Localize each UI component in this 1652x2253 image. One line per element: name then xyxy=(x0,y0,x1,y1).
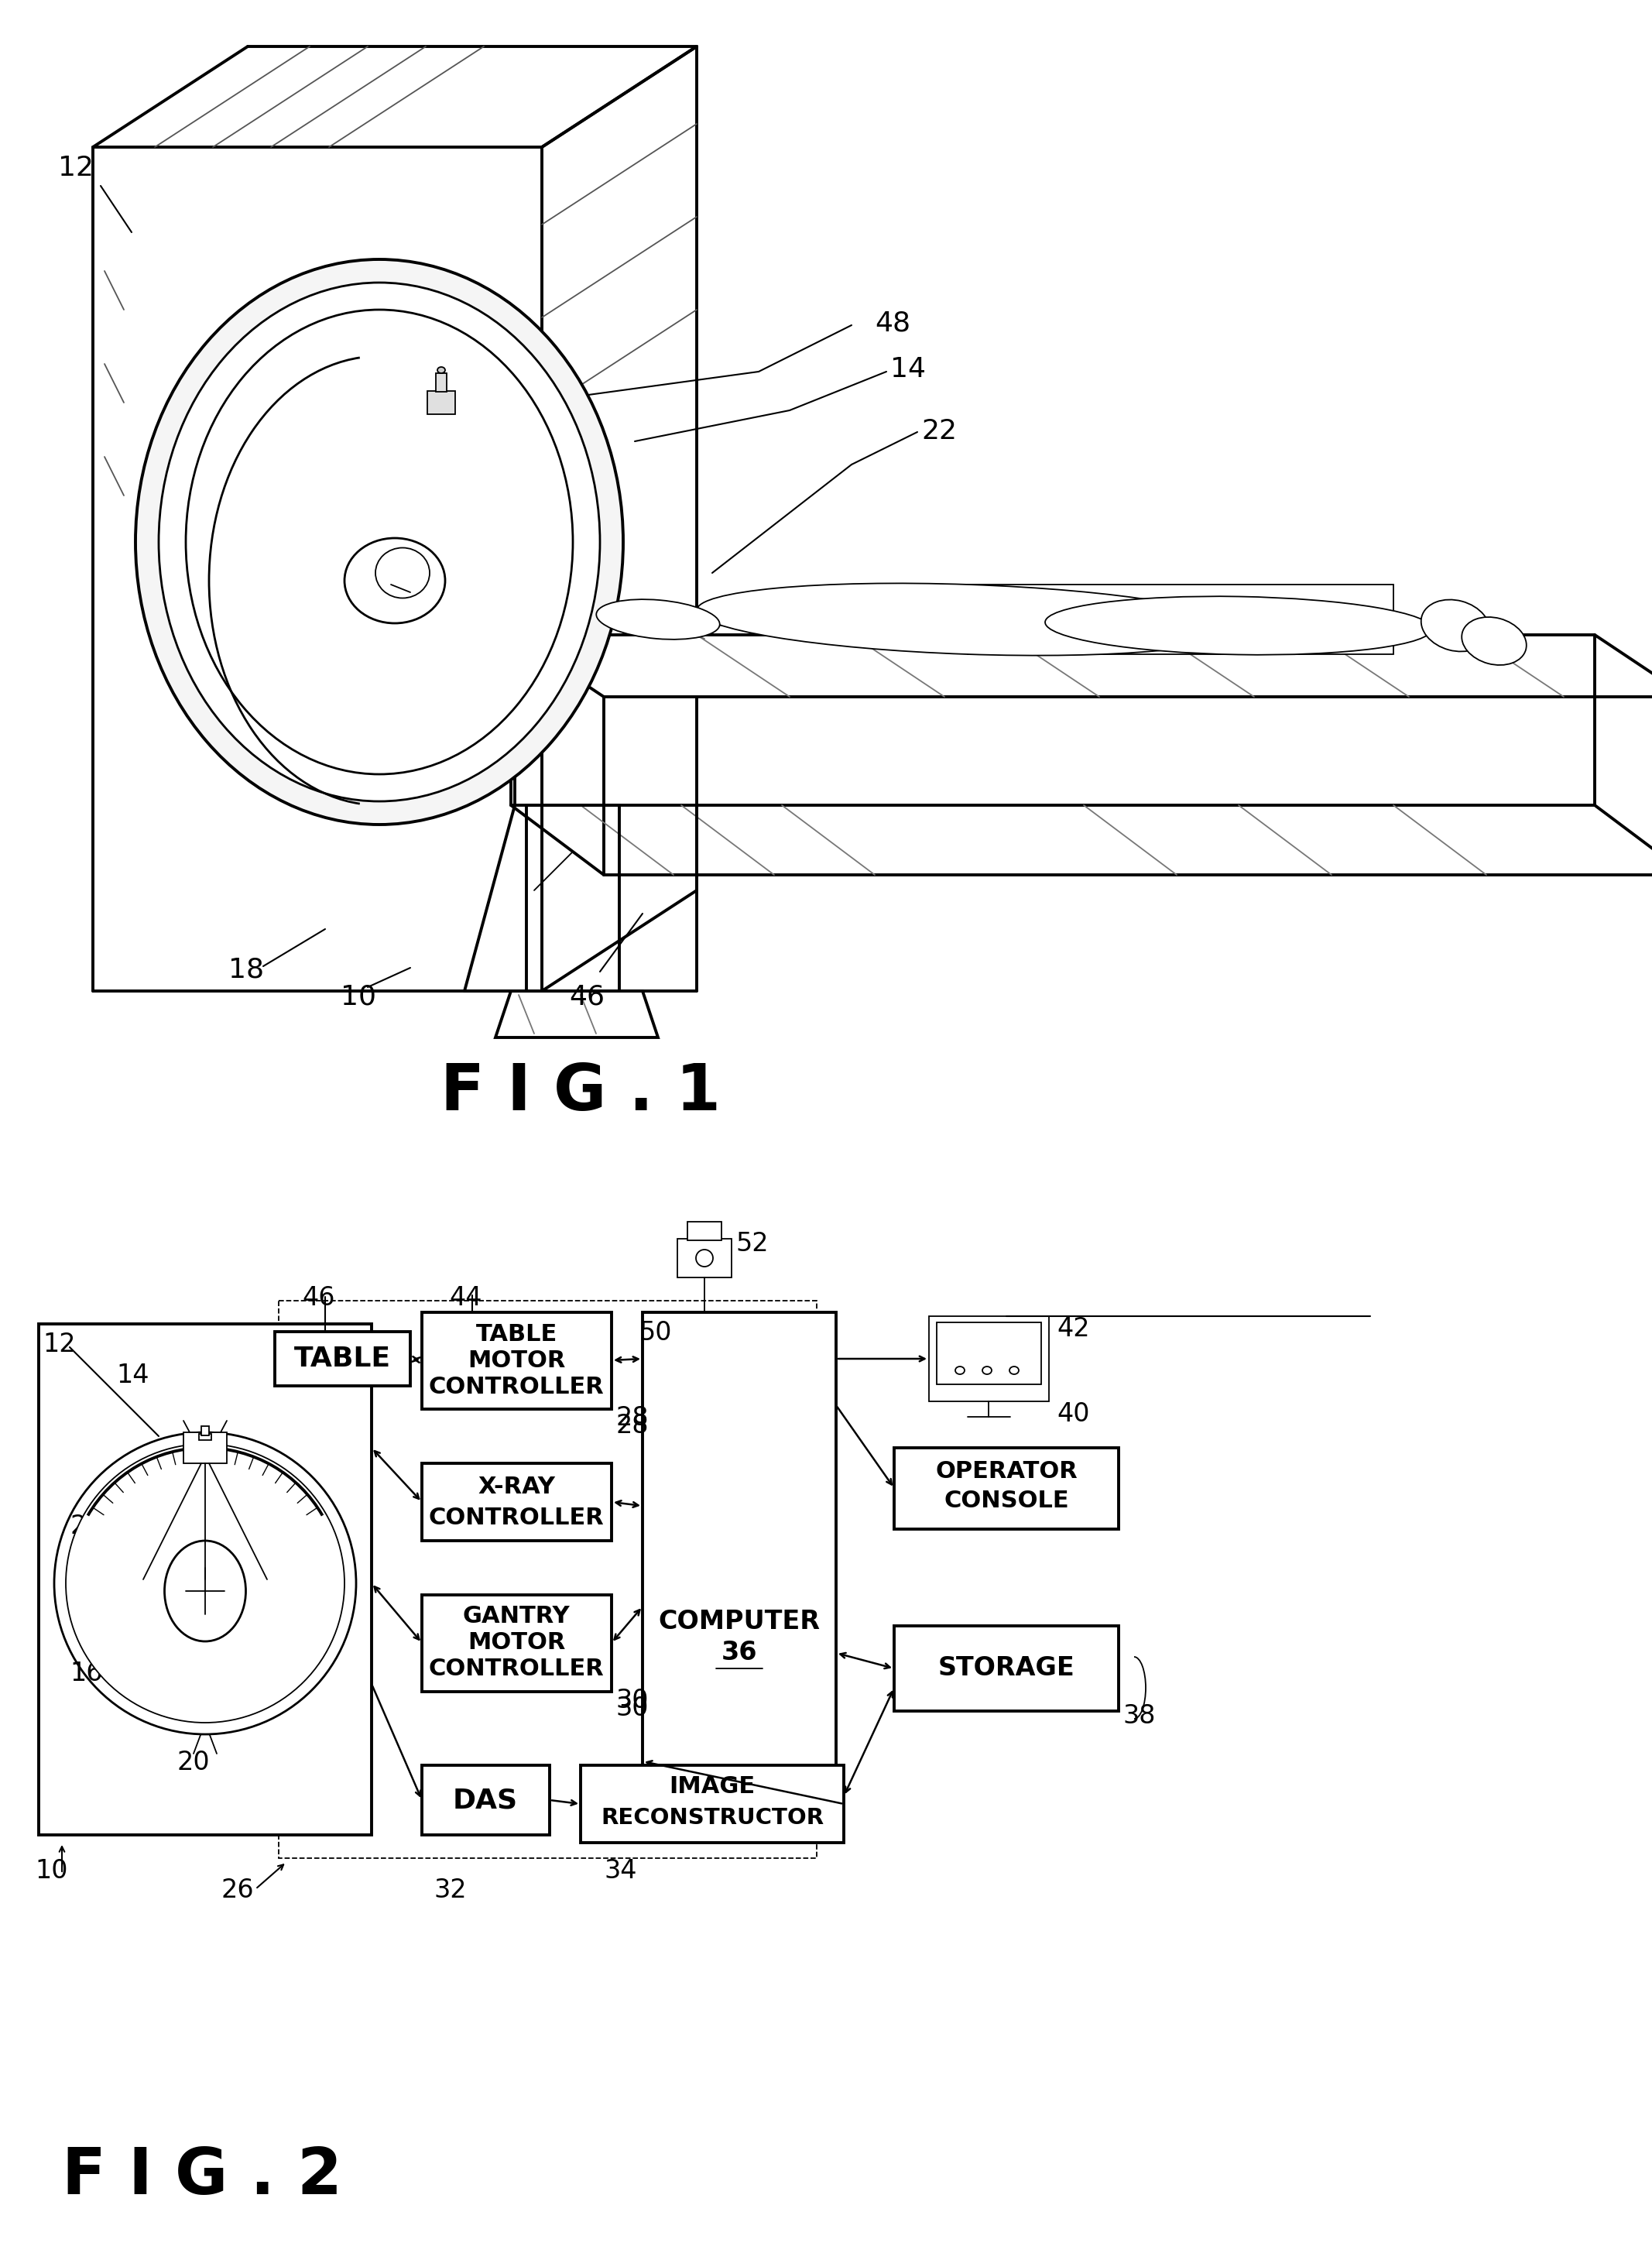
Text: 36: 36 xyxy=(722,1640,757,1665)
Ellipse shape xyxy=(55,1433,357,1735)
Text: 22: 22 xyxy=(922,419,957,444)
Polygon shape xyxy=(496,991,657,1036)
Bar xyxy=(421,1595,611,1692)
Bar xyxy=(202,1426,210,1435)
Ellipse shape xyxy=(955,1368,965,1374)
Text: OPERATOR: OPERATOR xyxy=(935,1460,1077,1482)
Bar xyxy=(198,1433,211,1440)
Text: 40: 40 xyxy=(1057,1401,1090,1426)
Text: 30: 30 xyxy=(616,1687,648,1712)
Ellipse shape xyxy=(983,1368,991,1374)
Text: 28: 28 xyxy=(616,1413,648,1437)
Text: COMPUTER: COMPUTER xyxy=(659,1609,819,1636)
Text: CONSOLE: CONSOLE xyxy=(943,1489,1069,1512)
Ellipse shape xyxy=(596,599,720,640)
Text: F I G . 1: F I G . 1 xyxy=(441,1061,720,1124)
Text: 14: 14 xyxy=(116,1363,149,1388)
Text: 52: 52 xyxy=(735,1230,768,1257)
Text: 42: 42 xyxy=(1057,1316,1090,1343)
Bar xyxy=(274,1332,410,1386)
Text: STORAGE: STORAGE xyxy=(938,1656,1075,1681)
Bar xyxy=(928,1316,1049,1401)
Ellipse shape xyxy=(165,1541,246,1642)
Text: 30: 30 xyxy=(616,1697,648,1721)
Bar xyxy=(436,374,446,392)
Text: 16: 16 xyxy=(69,1660,102,1685)
Text: CONTROLLER: CONTROLLER xyxy=(428,1658,605,1681)
Ellipse shape xyxy=(375,547,430,597)
Text: 44: 44 xyxy=(449,1284,482,1311)
Text: 46: 46 xyxy=(302,1284,335,1311)
Bar xyxy=(421,1462,611,1541)
Text: MOTOR: MOTOR xyxy=(468,1631,565,1654)
Ellipse shape xyxy=(159,282,600,802)
Text: 48: 48 xyxy=(876,309,910,336)
Ellipse shape xyxy=(1009,1368,1019,1374)
Ellipse shape xyxy=(1462,617,1526,665)
Bar xyxy=(279,1300,816,1859)
Ellipse shape xyxy=(185,309,573,775)
Text: 32: 32 xyxy=(433,1877,466,1904)
Text: 26: 26 xyxy=(221,1877,254,1904)
Bar xyxy=(894,1627,1118,1710)
Text: 20: 20 xyxy=(177,1751,210,1775)
Bar xyxy=(687,1221,722,1241)
Text: 10: 10 xyxy=(340,982,377,1009)
Text: CONTROLLER: CONTROLLER xyxy=(428,1374,605,1397)
Text: DAS: DAS xyxy=(453,1787,519,1814)
Text: 38: 38 xyxy=(1122,1703,1155,1728)
Text: TABLE: TABLE xyxy=(476,1323,557,1345)
Bar xyxy=(428,392,456,415)
Text: X-RAY: X-RAY xyxy=(477,1476,555,1498)
Ellipse shape xyxy=(345,538,444,624)
Text: 18: 18 xyxy=(228,955,264,982)
Text: 22: 22 xyxy=(69,1514,102,1539)
FancyArrow shape xyxy=(968,584,1393,653)
Bar xyxy=(38,1325,372,1834)
Bar xyxy=(937,1323,1041,1383)
FancyBboxPatch shape xyxy=(183,1433,226,1462)
Text: 50: 50 xyxy=(639,1320,672,1345)
Ellipse shape xyxy=(438,367,444,374)
Bar xyxy=(894,1449,1118,1530)
Ellipse shape xyxy=(66,1444,345,1724)
Text: GANTRY: GANTRY xyxy=(463,1606,570,1629)
Text: CONTROLLER: CONTROLLER xyxy=(428,1507,605,1530)
Text: 28: 28 xyxy=(616,1406,648,1431)
Text: 24: 24 xyxy=(240,1541,273,1566)
Ellipse shape xyxy=(1421,599,1490,651)
Bar xyxy=(421,1766,550,1834)
Text: F I G . 2: F I G . 2 xyxy=(61,2145,342,2208)
Text: 18: 18 xyxy=(274,1660,307,1685)
Text: 12: 12 xyxy=(43,1332,76,1356)
Bar xyxy=(421,1311,611,1408)
Polygon shape xyxy=(510,635,1652,696)
Text: 10: 10 xyxy=(35,1859,68,1884)
Bar xyxy=(580,1766,844,1843)
Ellipse shape xyxy=(135,259,623,825)
Text: 46: 46 xyxy=(568,982,605,1009)
Text: MOTOR: MOTOR xyxy=(468,1350,565,1372)
Text: IMAGE: IMAGE xyxy=(669,1775,755,1798)
Text: RECONSTRUCTOR: RECONSTRUCTOR xyxy=(601,1807,824,1829)
Bar xyxy=(643,1311,836,1784)
Ellipse shape xyxy=(695,1250,714,1266)
Ellipse shape xyxy=(697,584,1239,656)
Text: 34: 34 xyxy=(605,1859,636,1884)
Bar xyxy=(677,1239,732,1277)
Text: 12: 12 xyxy=(58,155,94,180)
Ellipse shape xyxy=(1046,597,1432,656)
Text: TABLE: TABLE xyxy=(294,1345,390,1372)
Text: 14: 14 xyxy=(890,356,925,383)
